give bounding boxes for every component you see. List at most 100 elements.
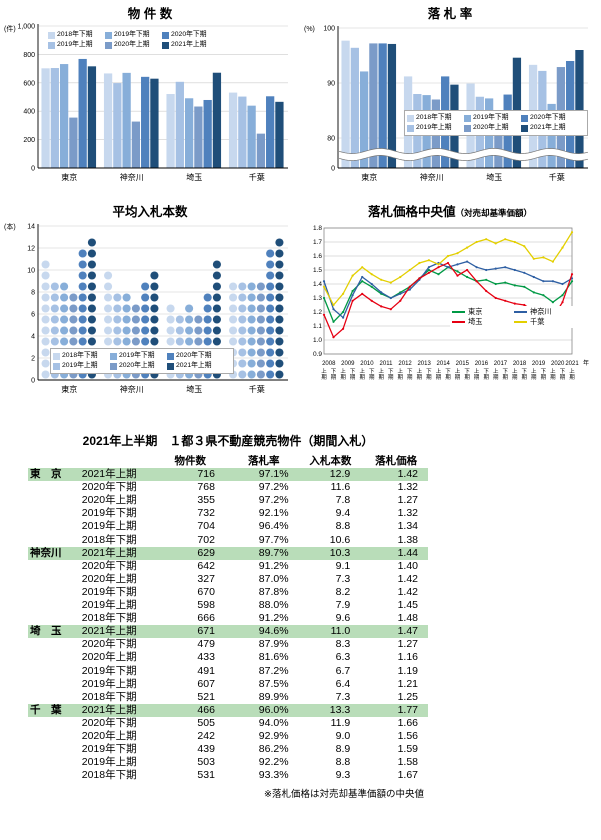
line-marker [446, 254, 450, 258]
table-cell [28, 651, 82, 664]
legend-item: 2019年下期 [464, 113, 521, 123]
bar [150, 78, 159, 168]
line-marker [504, 281, 507, 284]
dot [212, 315, 221, 324]
table-row: 2020年上期 327 87.0% 7.3 1.42 [28, 573, 428, 586]
dot [275, 348, 284, 357]
line-marker [513, 240, 516, 244]
legend-color-swatch [105, 31, 112, 39]
dot [104, 337, 113, 346]
line-marker [322, 296, 326, 300]
dot [229, 326, 238, 335]
table-cell [28, 573, 82, 586]
x-half-label: 下期 [445, 368, 451, 381]
table-cell: 87.5% [258, 677, 289, 690]
dot [275, 315, 284, 324]
line-marker [361, 292, 364, 295]
x-year-label: 2014 [437, 361, 451, 367]
legend-color-swatch [464, 124, 471, 132]
legend-label: 千葉 [530, 317, 545, 326]
dot [141, 293, 150, 302]
y-tick-label: 0.9 [313, 351, 322, 358]
dot [212, 293, 221, 302]
legend-label: 2019年上期 [416, 124, 452, 131]
y-tick-label: 0 [331, 166, 335, 173]
legend-item: 2019年上期 [407, 123, 464, 133]
y-tick-label: 1.0 [313, 337, 322, 344]
dot [78, 315, 87, 324]
bar [212, 72, 222, 168]
dot [41, 348, 50, 357]
dot [266, 370, 275, 379]
chart-bid-rate-title: 落 札 率 [427, 7, 473, 21]
table-row: 2020年下期 642 91.2% 9.1 1.40 [28, 560, 428, 573]
y-tick-label: 1.2 [313, 309, 322, 316]
y-tick-label: 1.8 [313, 225, 322, 232]
table-row: 2020年上期 433 81.6% 6.3 1.16 [28, 651, 428, 664]
dot [87, 326, 96, 335]
dot [275, 260, 284, 269]
table-cell: 12.9 [296, 468, 365, 482]
table-cell: 433 [197, 651, 215, 664]
column-header-empty [82, 455, 150, 468]
dot [275, 359, 284, 368]
dot [122, 337, 131, 346]
table-cell: 96.4% [258, 520, 289, 533]
bar [203, 99, 212, 168]
dot [275, 370, 284, 379]
line-marker [466, 260, 469, 263]
dot [141, 304, 150, 313]
table-cell: 92.9% [258, 729, 289, 742]
bar [387, 43, 397, 169]
y-tick-label: 10 [27, 268, 35, 275]
line-marker [523, 271, 526, 274]
line-marker [494, 296, 497, 300]
line-marker [570, 273, 574, 276]
dot [247, 304, 256, 313]
dot [50, 282, 59, 291]
dot [212, 282, 221, 291]
table-cell: 2020年上期 [81, 494, 137, 507]
table-title: 2021年上半期 １都３県不動産競売物件（期間入札） [82, 434, 374, 448]
legend-item: 2018年下期 [53, 351, 110, 361]
legend-color-swatch [167, 362, 174, 370]
y-tick-label: 2 [31, 356, 35, 363]
legend-label: 2020年下期 [530, 114, 566, 121]
table-cell: 92.2% [258, 756, 289, 769]
dot [150, 304, 159, 313]
line-marker [466, 246, 469, 249]
table-cell [28, 494, 82, 507]
table-cell: 1.19 [397, 664, 418, 677]
table-row: 2020年上期 355 97.2% 7.8 1.27 [28, 494, 428, 507]
bar [78, 58, 87, 168]
line-marker [427, 266, 430, 269]
dot [87, 271, 96, 280]
dot [256, 326, 265, 335]
table-cell: 東 京 [28, 468, 82, 482]
table-cell: 2020年下期 [81, 638, 137, 651]
dot [175, 337, 184, 346]
legend-item: 2020年下期 [521, 113, 578, 123]
x-half-label: 下期 [464, 368, 470, 381]
dot [141, 337, 150, 346]
column-header: 落札価格 [375, 455, 418, 467]
x-category-label: 埼玉 [186, 384, 202, 394]
table-cell: 505 [197, 716, 215, 729]
legend-label: 東京 [468, 307, 483, 316]
dot [104, 293, 113, 302]
dot [229, 315, 238, 324]
line-marker [351, 274, 354, 277]
dot [150, 271, 159, 280]
table-cell [28, 599, 82, 612]
dot [141, 282, 150, 291]
legend-label: 2018年下期 [416, 114, 452, 121]
dot [78, 282, 87, 291]
table-cell: 1.56 [397, 729, 418, 742]
y-axis-unit: (本) [4, 222, 16, 231]
x-half-label: 上期 [321, 367, 327, 381]
dot [122, 326, 131, 335]
dot [131, 304, 140, 313]
table-row: 2020年上期 242 92.9% 9.0 1.56 [28, 730, 428, 743]
table-cell: 97.7% [258, 533, 289, 546]
table-cell: 503 [197, 756, 215, 769]
